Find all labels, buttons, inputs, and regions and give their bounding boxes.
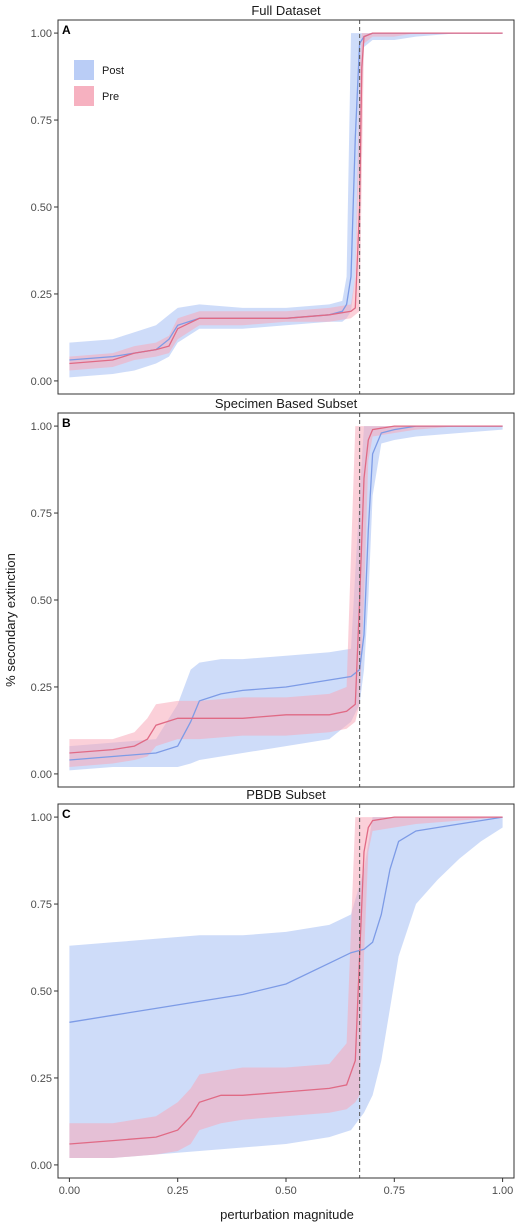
y-tick-label: 0.00 xyxy=(31,769,52,781)
panel-tag: A xyxy=(62,23,71,37)
y-tick-label: 0.50 xyxy=(31,986,52,998)
legend-label-pre: Pre xyxy=(102,91,119,103)
legend-label-post: Post xyxy=(102,65,124,77)
y-tick-label: 0.50 xyxy=(31,202,52,214)
panels: Full Dataset A 0.00 0.25 0.50 0.75 1.00 Post Pre… xyxy=(31,3,515,1197)
y-tick-label: 1.00 xyxy=(31,28,52,40)
y-axis-title: % secondary extinction xyxy=(3,553,18,687)
legend: Post Pre xyxy=(74,60,124,106)
x-tick-label: 0.00 xyxy=(59,1185,80,1197)
line-post xyxy=(69,425,503,761)
x-tick-label: 0.50 xyxy=(275,1185,296,1197)
line-pre xyxy=(69,32,503,365)
line-pre xyxy=(69,816,503,1145)
y-tick-label: 0.00 xyxy=(31,376,52,388)
panel-title: Full Dataset xyxy=(251,3,321,18)
panel-A: Full Dataset A 0.00 0.25 0.50 0.75 1.00 Post Pre xyxy=(31,3,515,395)
band-pre xyxy=(69,817,503,1158)
x-tick-label: 1.00 xyxy=(492,1185,513,1197)
panel-title: PBDB Subset xyxy=(246,787,326,802)
y-tick-label: 0.75 xyxy=(31,115,52,127)
y-tick-label: 0.00 xyxy=(31,1160,52,1172)
line-post xyxy=(69,816,503,1023)
y-tick-label: 0.50 xyxy=(31,595,52,607)
panel-tag: B xyxy=(62,416,71,430)
y-tick-label: 1.00 xyxy=(31,812,52,824)
band-post xyxy=(69,817,503,1158)
y-tick-label: 0.25 xyxy=(31,1073,52,1085)
band-pre xyxy=(69,33,503,371)
y-tick-label: 0.25 xyxy=(31,289,52,301)
y-tick-label: 0.75 xyxy=(31,899,52,911)
panel-B: Specimen Based Subset B 0.00 0.25 0.50 0.75 1.… xyxy=(31,396,515,788)
band-pre xyxy=(69,426,503,767)
x-tick-label: 0.75 xyxy=(384,1185,405,1197)
legend-swatch-pre xyxy=(74,86,94,106)
panel-tag: C xyxy=(62,807,71,821)
line-pre xyxy=(69,425,503,754)
band-post xyxy=(69,33,503,378)
x-tick-label: 0.25 xyxy=(167,1185,188,1197)
legend-swatch-post xyxy=(74,60,94,80)
y-tick-label: 1.00 xyxy=(31,421,52,433)
x-axis-title: perturbation magnitude xyxy=(220,1207,354,1222)
panel-title: Specimen Based Subset xyxy=(215,396,358,411)
y-tick-label: 0.25 xyxy=(31,682,52,694)
y-tick-label: 0.75 xyxy=(31,508,52,520)
panel-C: PBDB Subset C 0.00 0.25 0.50 0.75 1.00 0.00 0.25… xyxy=(31,787,515,1197)
